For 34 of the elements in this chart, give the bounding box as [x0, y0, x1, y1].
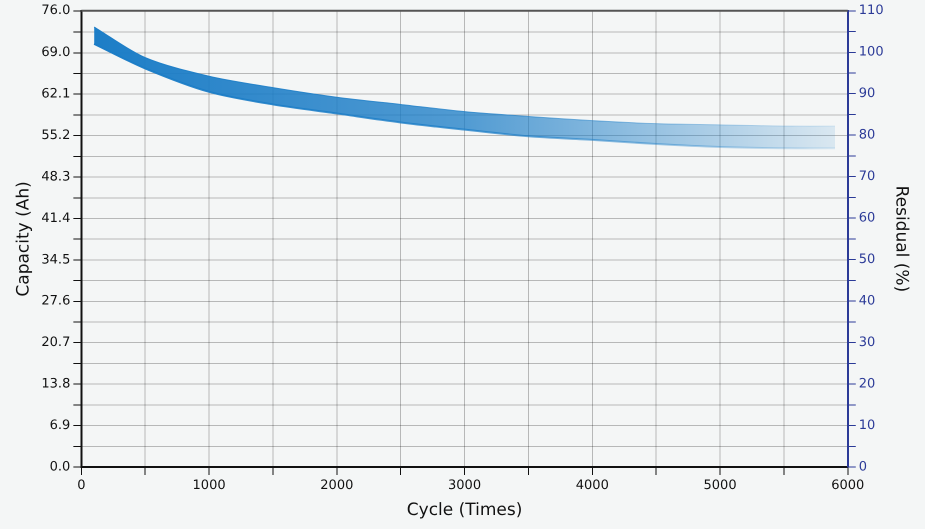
y-tick-label: 55.2 — [41, 128, 70, 144]
y2-tick-label: 90 — [858, 86, 876, 102]
y-tick-label: 0.0 — [50, 459, 70, 474]
y-tick-label: 62.1 — [41, 86, 70, 102]
y-tick-label: 6.9 — [50, 418, 70, 433]
x-tick-label: 3000 — [448, 478, 482, 494]
x-tick-label: 2000 — [320, 478, 354, 494]
y2-axis-title: Residual (%) — [891, 186, 912, 292]
y2-tick-label: 0 — [858, 459, 868, 474]
y2-tick-label: 50 — [858, 252, 876, 268]
y-tick-label: 20.7 — [41, 335, 70, 350]
y-tick-label: 27.6 — [41, 294, 70, 309]
y2-tick-label: 80 — [858, 128, 876, 143]
x-tick-label: 0 — [77, 478, 86, 494]
y2-tick-label: 60 — [858, 210, 876, 226]
y-tick-label: 13.8 — [41, 376, 70, 392]
y2-tick-label: 70 — [858, 169, 876, 184]
y2-tick-label: 10 — [858, 418, 876, 433]
y-tick-label: 34.5 — [41, 252, 70, 268]
y2-tick-label: 30 — [858, 334, 876, 350]
x-tick-label: 4000 — [576, 478, 609, 494]
y2-tick-label: 20 — [858, 376, 876, 392]
x-tick-label: 5000 — [704, 478, 737, 494]
x-tick-label: 6000 — [831, 478, 864, 494]
y-axis-title: Capacity (Ah) — [14, 181, 34, 297]
y2-tick-label: 110 — [858, 3, 884, 18]
y2-tick-label: 100 — [858, 44, 884, 60]
y2-tick-label: 40 — [858, 293, 876, 308]
y-tick-label: 48.3 — [41, 169, 70, 184]
x-tick-label: 1000 — [192, 478, 226, 494]
y-tick-label: 76.0 — [41, 3, 70, 18]
x-axis-title: Cycle (Times) — [406, 500, 522, 520]
y-tick-label: 69.0 — [41, 45, 70, 60]
y-tick-label: 41.4 — [41, 210, 70, 226]
